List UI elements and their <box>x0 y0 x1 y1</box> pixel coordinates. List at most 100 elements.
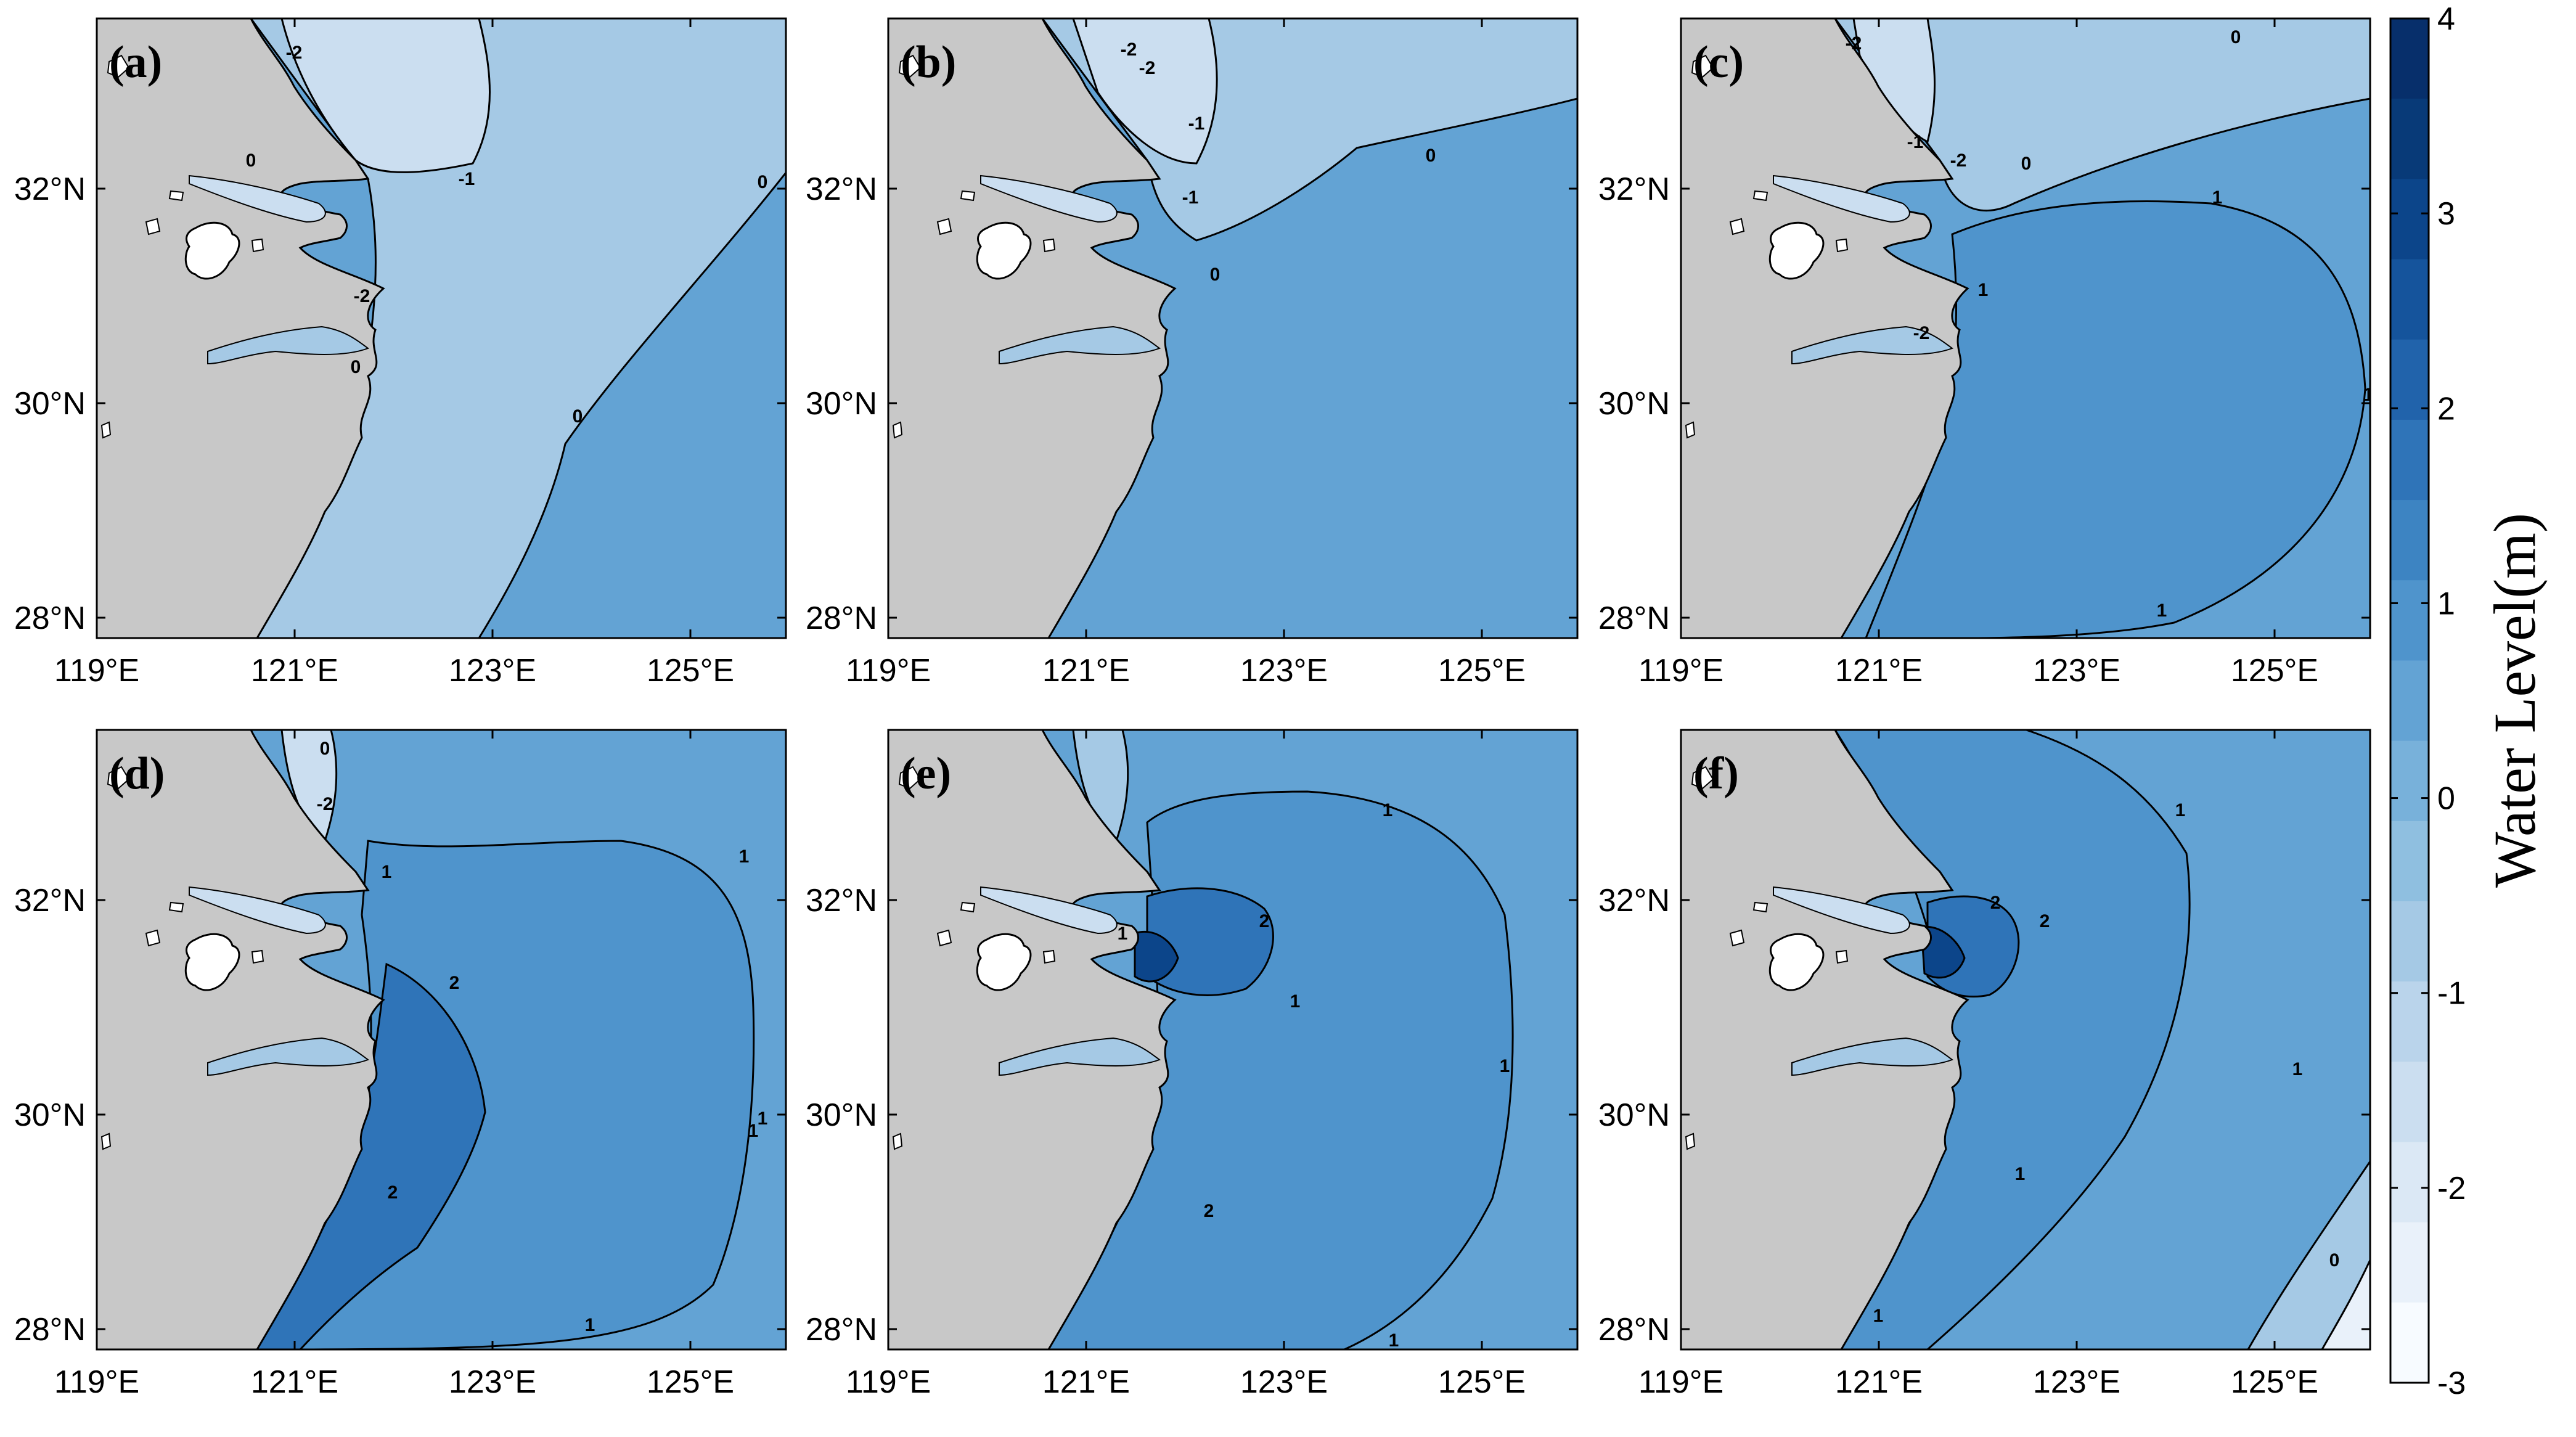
contour-label: 1 <box>2292 1059 2303 1079</box>
x-tick-label: 119°E <box>1638 653 1723 689</box>
panel-frame <box>96 17 787 639</box>
y-tick-label: 28°N <box>1598 1312 1670 1348</box>
colorbar-tick-label: 3 <box>2437 196 2455 232</box>
contour-label: -2 <box>1913 323 1930 343</box>
x-tick-label: 121°E <box>251 653 338 689</box>
panel-label: (b) <box>901 37 956 88</box>
colorbar-tick-label: 2 <box>2437 391 2455 427</box>
y-tick-label: 30°N <box>806 1097 877 1133</box>
y-tick-label: 30°N <box>1598 386 1670 422</box>
x-tick-label: 121°E <box>1042 653 1130 689</box>
x-tick-label: 123°E <box>2033 653 2120 689</box>
contour-label: 2 <box>388 1182 398 1203</box>
colorbar-band <box>2390 500 2429 581</box>
contour-label: 1 <box>2363 385 2374 405</box>
contour-label: 2 <box>449 973 460 993</box>
colorbar-frame <box>2389 17 2430 1384</box>
contour-label: 1 <box>748 1121 759 1141</box>
contour-label: 2 <box>1204 1201 1214 1221</box>
colorbar-band <box>2390 1142 2429 1223</box>
panel-frame <box>887 729 1579 1351</box>
x-tick-label: 125°E <box>2231 653 2318 689</box>
contour-label: 0 <box>758 172 768 192</box>
colorbar-band <box>2390 259 2429 340</box>
contour-label: -1 <box>1182 187 1199 208</box>
x-tick-label: 125°E <box>647 1364 734 1400</box>
x-tick-label: 123°E <box>1240 1364 1328 1400</box>
colorbar-bands <box>2390 18 2429 1383</box>
x-tick-label: 119°E <box>54 1364 139 1400</box>
contour-label: 1 <box>2212 187 2223 208</box>
y-tick-label: 30°N <box>14 1097 86 1133</box>
map-panel-e: 1 1 2 1 1 1 2 (e) 119°E 121°E 123°E 125°E 32°N 30°N 28… <box>806 729 1579 1400</box>
contour-label: -2 <box>317 794 333 814</box>
y-tick-label: 28°N <box>806 600 877 636</box>
colorbar-band <box>2390 740 2429 822</box>
contour-label: 2 <box>1990 893 2001 913</box>
water-level-region <box>1834 18 2370 212</box>
contour-label: -1 <box>1188 113 1205 134</box>
contour-label: 1 <box>1290 991 1301 1012</box>
colorbar-band <box>2390 901 2429 982</box>
map-panel-f: 1 2 2 1 1 0 1 (f) 119°E 121°E 123°E 125°E 32°N 30°N 28… <box>1598 729 2371 1400</box>
panel-frame <box>96 729 787 1351</box>
map-panel-b: -2-2 -1 0 0 -1 (b) 119°E 121°E 123°E 125°E 32°N 30°… <box>806 17 1579 689</box>
map-panel-a: -2 -1 -2 0 0 0 0 (a) 119°E 121°E 123°E 125°E 32°N 30°… <box>14 17 787 689</box>
x-tick-label: 121°E <box>1042 1364 1130 1400</box>
contour-label: 1 <box>1500 1056 1510 1076</box>
colorbar-band <box>2390 419 2429 501</box>
x-tick-label: 123°E <box>2033 1364 2120 1400</box>
colorbar-band <box>2390 339 2429 420</box>
y-tick-label: 28°N <box>14 1312 86 1348</box>
water-level-region <box>1146 887 1274 996</box>
water-level-region <box>1134 930 1179 983</box>
contour-label: 1 <box>382 862 392 882</box>
contour-label: 1 <box>1118 923 1128 944</box>
x-tick-label: 121°E <box>1835 653 1923 689</box>
contour-label: 1 <box>1383 800 1393 821</box>
colorbar-tick-label: 4 <box>2437 1 2455 37</box>
x-tick-label: 119°E <box>1638 1364 1723 1400</box>
contour-label: -2 <box>354 286 370 306</box>
y-tick-label: 32°N <box>1598 171 1670 207</box>
contour-label: 1 <box>1873 1306 1884 1326</box>
y-tick-label: 30°N <box>1598 1097 1670 1133</box>
y-tick-label: 30°N <box>806 386 877 422</box>
colorbar-band <box>2390 981 2429 1062</box>
panel-label: (c) <box>1693 37 1744 88</box>
colorbar-band <box>2390 18 2429 99</box>
x-tick-label: 125°E <box>647 653 734 689</box>
water-level-region <box>1072 18 1218 165</box>
colorbar-band <box>2390 580 2429 661</box>
colorbar-tick-label: -1 <box>2437 976 2466 1012</box>
contour-label: 0 <box>2231 27 2241 47</box>
contour-label: -2 <box>1846 33 1862 54</box>
x-tick-label: 121°E <box>1835 1364 1923 1400</box>
contour-label: 1 <box>585 1315 595 1335</box>
y-tick-label: 28°N <box>14 600 86 636</box>
contour-label: 2 <box>2040 911 2050 931</box>
colorbar-band <box>2390 660 2429 742</box>
contour-label: -1 <box>459 169 475 189</box>
contour-label: 1 <box>758 1108 768 1129</box>
contour-label: 2 <box>1259 911 1270 931</box>
contour-label: 1 <box>1978 280 1989 300</box>
x-tick-label: 119°E <box>846 1364 931 1400</box>
contour-label: -2 <box>286 43 303 63</box>
contour-label: -1 <box>1907 132 1924 152</box>
y-tick-label: 32°N <box>806 171 877 207</box>
colorbar-tick-label: 1 <box>2437 586 2455 621</box>
y-tick-label: 32°N <box>1598 883 1670 919</box>
colorbar-band <box>2390 821 2429 902</box>
panel-frame <box>1680 17 2371 639</box>
colorbar: 4 3 2 1 0 -1 -2 -3 Water Level(m) <box>2389 1 2548 1401</box>
colorbar-band <box>2390 99 2429 179</box>
contour-label: 0 <box>1210 264 1221 285</box>
contour-label: 0 <box>246 150 256 171</box>
colorbar-tick-label: -3 <box>2437 1365 2466 1401</box>
y-tick-label: 32°N <box>14 171 86 207</box>
contour-label: -2 <box>1950 150 1967 171</box>
panel-label: (f) <box>1693 748 1739 799</box>
map-panels: -2 -1 -2 0 0 0 0 (a) 119°E 121°E 123°E 125°E 32°N 30°… <box>14 17 2374 1400</box>
